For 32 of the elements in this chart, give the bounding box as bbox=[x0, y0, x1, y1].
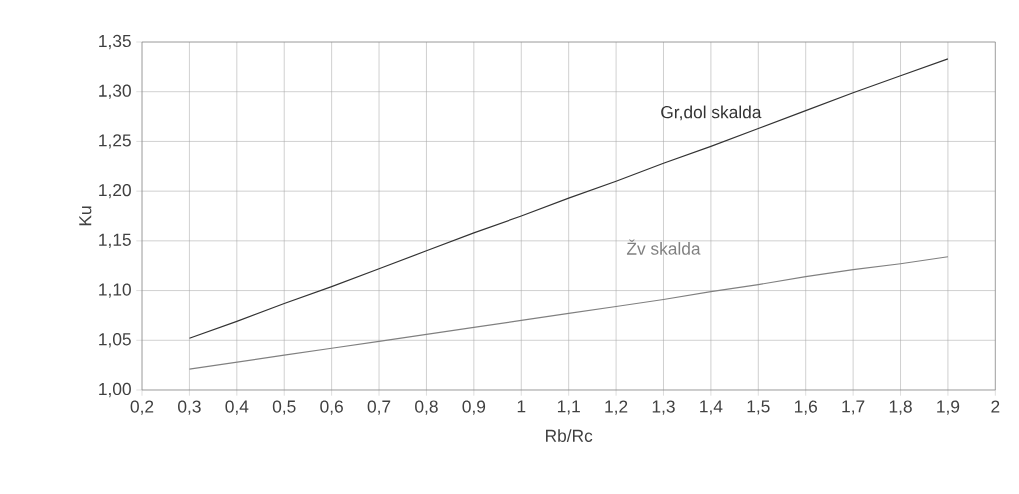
y-tick-label: 1,35 bbox=[99, 34, 131, 50]
y-tick-label: 1,00 bbox=[99, 382, 131, 398]
y-tick-label: 1,15 bbox=[99, 233, 131, 248]
x-tick-label: 2 bbox=[991, 400, 1000, 413]
x-tick-label: 0,7 bbox=[367, 400, 391, 415]
x-tick-label: 1,3 bbox=[652, 400, 675, 415]
x-tick-label: 1,5 bbox=[747, 400, 770, 415]
x-tick-label: 0,8 bbox=[415, 400, 438, 415]
y-tick-label: 1,30 bbox=[99, 84, 131, 99]
x-tick-label: 1,9 bbox=[937, 400, 960, 415]
x-tick-label: 0,6 bbox=[320, 400, 343, 415]
series-label: Gr,dol skalda bbox=[661, 105, 762, 121]
text: Žv skalda bbox=[626, 239, 701, 255]
x-tick-label: 1,2 bbox=[605, 400, 628, 415]
x-tick-label: 0,3 bbox=[178, 400, 201, 415]
x-tick-label: 0,9 bbox=[462, 400, 486, 415]
x-tick-label: 0,4 bbox=[225, 400, 249, 415]
y-tick-label: 1,25 bbox=[99, 134, 131, 149]
y-tick-label: 1,20 bbox=[99, 183, 131, 199]
x-tick-label: 1,1 bbox=[557, 400, 580, 415]
line-series bbox=[188, 58, 949, 339]
x-tick-label: 1 bbox=[517, 400, 526, 413]
y-axis-title: Ku bbox=[79, 206, 92, 226]
y-tick-label: 1,05 bbox=[99, 333, 131, 348]
x-tick-label: 1,6 bbox=[794, 400, 818, 415]
x-tick-label: 0,2 bbox=[130, 400, 154, 415]
x-tick-label: 1,7 bbox=[842, 400, 865, 415]
y-tick-label: 1,10 bbox=[99, 283, 131, 298]
x-axis-title: Rb/Rc bbox=[546, 429, 593, 442]
x-tick-label: 1,8 bbox=[889, 400, 912, 415]
x-tick-label: 1,4 bbox=[700, 400, 723, 415]
x-tick-label: 0,5 bbox=[272, 400, 296, 415]
